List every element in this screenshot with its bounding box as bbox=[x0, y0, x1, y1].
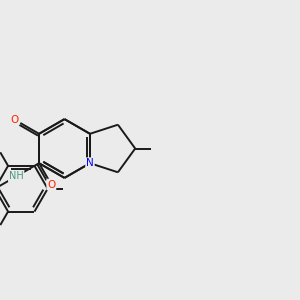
Text: N: N bbox=[86, 158, 94, 168]
Text: O: O bbox=[11, 115, 19, 125]
Text: NH: NH bbox=[9, 171, 24, 182]
Text: O: O bbox=[47, 179, 56, 190]
